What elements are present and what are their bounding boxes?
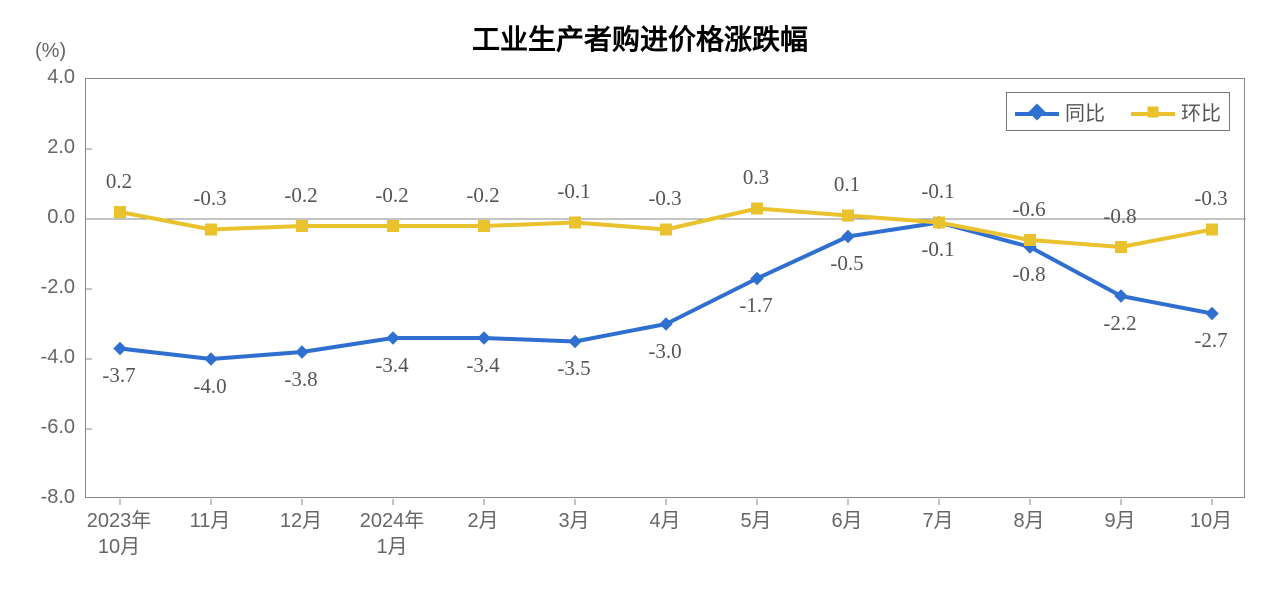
- x-tick-label: 2月: [433, 508, 533, 534]
- series-marker-mom: [388, 221, 399, 232]
- data-label-yoy: -2.2: [1080, 311, 1160, 336]
- x-tick-label: 9月: [1070, 508, 1170, 534]
- x-tick-label: 10月: [1161, 508, 1261, 534]
- data-label-yoy: -3.5: [534, 356, 614, 381]
- data-label-yoy: -1.7: [716, 293, 796, 318]
- legend-item-yoy: 同比: [1015, 97, 1105, 126]
- data-label-mom: -0.3: [1171, 186, 1251, 211]
- series-marker-mom: [297, 221, 308, 232]
- y-tick-label: -6.0: [15, 416, 75, 439]
- data-label-mom: 0.3: [716, 165, 796, 190]
- data-label-yoy: -3.0: [625, 339, 705, 364]
- data-label-yoy: -3.7: [79, 363, 159, 388]
- series-marker-yoy: [387, 332, 399, 344]
- series-marker-mom: [1116, 242, 1127, 253]
- data-label-yoy: -2.7: [1171, 328, 1251, 353]
- data-label-mom: -0.1: [898, 179, 978, 204]
- legend-label: 同比: [1065, 97, 1105, 126]
- x-tick-label: 6月: [797, 508, 897, 534]
- y-axis-unit-label: (%): [35, 40, 66, 63]
- x-tick-label: 12月: [251, 508, 351, 534]
- data-label-yoy: -3.4: [352, 353, 432, 378]
- data-label-mom: 0.1: [807, 172, 887, 197]
- chart-title: 工业生产者购进价格涨跌幅: [0, 18, 1280, 58]
- data-label-yoy: -0.8: [989, 262, 1069, 287]
- series-marker-mom: [570, 217, 581, 228]
- x-tick-label: 4月: [615, 508, 715, 534]
- data-label-mom: -0.2: [352, 183, 432, 208]
- data-label-yoy: -0.5: [807, 251, 887, 276]
- data-label-mom: -0.6: [989, 197, 1069, 222]
- data-label-mom: -0.2: [261, 183, 341, 208]
- data-label-mom: -0.3: [170, 186, 250, 211]
- y-tick-label: 4.0: [15, 66, 75, 89]
- x-tick-label: 2023年 10月: [69, 508, 169, 560]
- y-tick-label: 2.0: [15, 136, 75, 159]
- data-label-mom: 0.2: [79, 169, 159, 194]
- series-marker-mom: [752, 203, 763, 214]
- series-marker-yoy: [569, 336, 581, 348]
- plot-svg: [86, 79, 1246, 499]
- series-marker-mom: [1207, 224, 1218, 235]
- data-label-yoy: -3.8: [261, 367, 341, 392]
- x-tick-label: 3月: [524, 508, 624, 534]
- plot-area: [85, 78, 1245, 498]
- series-marker-mom: [843, 210, 854, 221]
- legend-swatch-mom: [1131, 105, 1175, 119]
- series-marker-mom: [1025, 235, 1036, 246]
- data-label-yoy: -0.1: [898, 237, 978, 262]
- legend-swatch-yoy: [1015, 105, 1059, 119]
- x-tick-label: 5月: [706, 508, 806, 534]
- data-label-yoy: -3.4: [443, 353, 523, 378]
- series-marker-yoy: [205, 353, 217, 365]
- legend-label: 环比: [1181, 97, 1221, 126]
- series-marker-yoy: [1206, 308, 1218, 320]
- y-tick-label: -4.0: [15, 346, 75, 369]
- y-tick-label: 0.0: [15, 206, 75, 229]
- series-marker-yoy: [842, 231, 854, 243]
- data-label-mom: -0.1: [534, 179, 614, 204]
- series-marker-mom: [115, 207, 126, 218]
- y-tick-label: -2.0: [15, 276, 75, 299]
- x-tick-label: 7月: [888, 508, 988, 534]
- series-marker-mom: [934, 217, 945, 228]
- series-marker-yoy: [114, 343, 126, 355]
- chart-root: 工业生产者购进价格涨跌幅 (%) 同比环比 4.02.00.0-2.0-4.0-…: [0, 0, 1280, 600]
- y-tick-label: -8.0: [15, 486, 75, 509]
- legend-item-mom: 环比: [1131, 97, 1221, 126]
- data-label-yoy: -4.0: [170, 374, 250, 399]
- data-label-mom: -0.8: [1080, 204, 1160, 229]
- data-label-mom: -0.3: [625, 186, 705, 211]
- series-marker-mom: [479, 221, 490, 232]
- series-marker-mom: [661, 224, 672, 235]
- series-marker-yoy: [478, 332, 490, 344]
- data-label-mom: -0.2: [443, 183, 523, 208]
- series-marker-mom: [206, 224, 217, 235]
- legend: 同比 环比: [1006, 92, 1230, 131]
- x-tick-label: 11月: [160, 508, 260, 534]
- x-tick-label: 8月: [979, 508, 1079, 534]
- series-marker-yoy: [296, 346, 308, 358]
- x-tick-label: 2024年 1月: [342, 508, 442, 560]
